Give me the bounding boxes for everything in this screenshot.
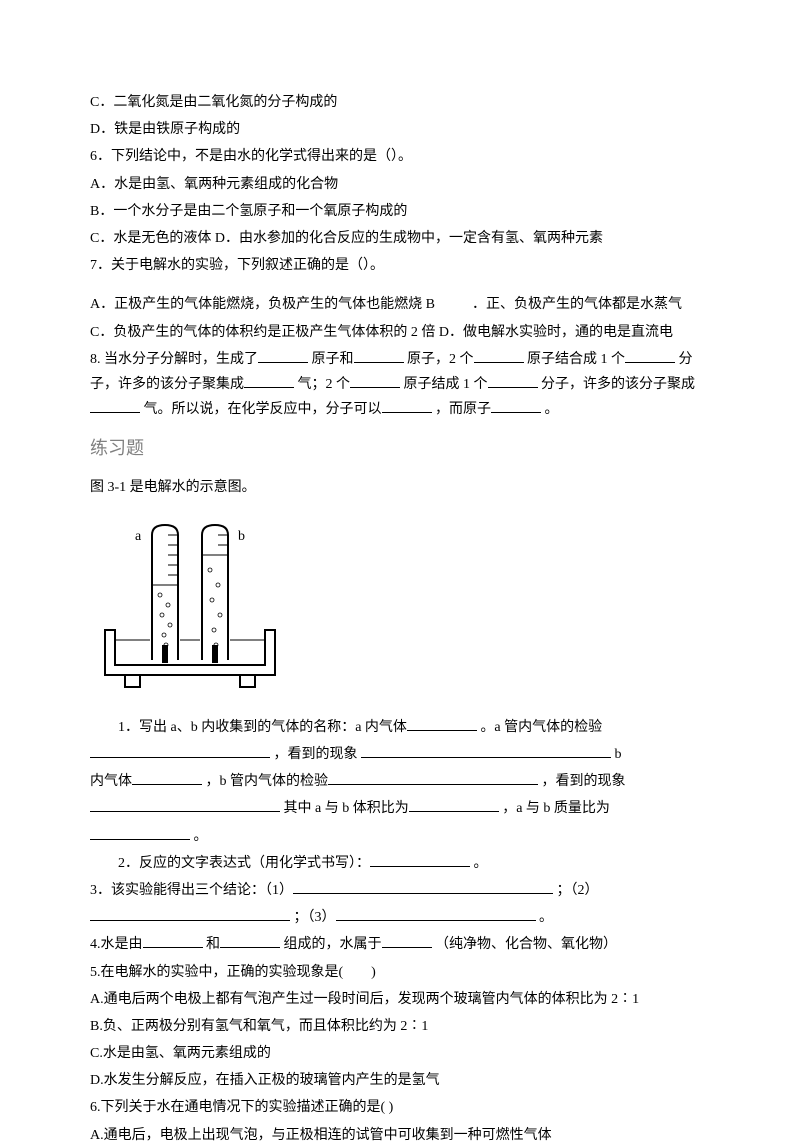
ex1-text-1: 1．写出 a、b 内收集到的气体的名称：a 内气体 xyxy=(118,720,407,735)
question-6a: A．水是由氢、氧两种元素组成的化合物 xyxy=(90,172,704,197)
q8-blank-5[interactable] xyxy=(244,374,294,388)
q8-blank-3[interactable] xyxy=(474,349,524,363)
exercise-3-cont: ；（3） 。 xyxy=(90,905,704,930)
exercise-6a: A.通电后，电极上出现气泡，与正极相连的试管中可收集到一种可燃性气体 xyxy=(90,1123,704,1148)
option-c: C．二氧化氮是由二氧化氮的分子构成的 xyxy=(90,90,704,115)
exercise-5: 5.在电解水的实验中，正确的实验现象是( ) xyxy=(90,960,704,985)
q8-text-2: 原子和 xyxy=(312,352,354,367)
ex3-text-4: 。 xyxy=(539,910,553,925)
q8-text-4: 原子结合成 1 个 xyxy=(527,352,625,367)
q8-blank-8[interactable] xyxy=(90,399,140,413)
q8-text-6: 气；2 个 xyxy=(298,377,351,392)
ex1-blank-7[interactable] xyxy=(409,798,499,812)
ex1-blank-2[interactable] xyxy=(90,744,270,758)
ex3-text-2: ；（2） xyxy=(557,883,599,898)
exercise-1-cont4: 。 xyxy=(90,824,704,849)
figure-caption: 图 3-1 是电解水的示意图。 xyxy=(90,475,704,500)
exercise-4: 4.水是由 和 组成的，水属于 （纯净物、化合物、氧化物） xyxy=(90,932,704,957)
ex1-text-3: ，看到的现象 xyxy=(274,747,358,762)
ex4-text-4: （纯净物、化合物、氧化物） xyxy=(435,937,617,952)
ex4-blank-2[interactable] xyxy=(220,934,280,948)
ex1-text-2: 。a 管内气体的检验 xyxy=(480,720,602,735)
ex4-blank-1[interactable] xyxy=(143,934,203,948)
question-6c: C．水是无色的液体 D．由水参加的化合反应的生成物中，一定含有氢、氧两种元素 xyxy=(90,226,704,251)
q7a-text-pre: A．正极产生的气体能燃烧，负极产生的气体也能燃烧 B xyxy=(90,297,435,312)
q8-blank-10[interactable] xyxy=(491,399,541,413)
ex1-blank-8[interactable] xyxy=(90,826,190,840)
ex2-blank-1[interactable] xyxy=(370,853,470,867)
ex1-blank-4[interactable] xyxy=(132,771,202,785)
q7a-text-post: ．正、负极产生的气体都是水蒸气 xyxy=(472,297,682,312)
exercise-1-cont3: 其中 a 与 b 体积比为 ，a 与 b 质量比为 xyxy=(90,796,704,821)
q8-blank-2[interactable] xyxy=(354,349,404,363)
question-8: 8. 当水分子分解时，生成了 原子和 原子，2 个 原子结合成 1 个 分子，许… xyxy=(90,347,704,423)
exercise-5c: C.水是由氢、氧两元素组成的 xyxy=(90,1041,704,1066)
ex3-text-1: 3．该实验能得出三个结论：（1） xyxy=(90,883,293,898)
exercise-5b: B.负、正两极分别有氢气和氧气，而且体积比约为 2∶1 xyxy=(90,1014,704,1039)
q8-text-8: 分子，许多的该分子聚成 xyxy=(541,377,695,392)
exercise-1: 1．写出 a、b 内收集到的气体的名称：a 内气体 。a 管内气体的检验 xyxy=(90,715,704,740)
ex1-text-7: 其中 a 与 b 体积比为 xyxy=(284,801,409,816)
ex1-text-6: ，看到的现象 xyxy=(542,774,626,789)
section-title: 练习题 xyxy=(90,432,704,464)
exercise-5d: D.水发生分解反应，在插入正极的玻璃管内产生的是氢气 xyxy=(90,1068,704,1093)
ex3-blank-2[interactable] xyxy=(90,907,290,921)
q8-text-9: 气。所以说，在化学反应中，分子可以 xyxy=(144,402,382,417)
diagram-label-b: b xyxy=(238,529,245,544)
ex1-text-4b: 内气体 xyxy=(90,774,132,789)
q8-text-1: 8. 当水分子分解时，生成了 xyxy=(90,352,258,367)
ex1-blank-6[interactable] xyxy=(90,798,280,812)
q8-text-10: ，而原子 xyxy=(435,402,491,417)
ex1-text-4a: b xyxy=(615,747,622,762)
question-7a: A．正极产生的气体能燃烧，负极产生的气体也能燃烧 B ．正、负极产生的气体都是水… xyxy=(90,292,704,317)
q8-blank-1[interactable] xyxy=(258,349,308,363)
q8-blank-6[interactable] xyxy=(350,374,400,388)
q8-blank-4[interactable] xyxy=(625,349,675,363)
ex1-text-8: ，a 与 b 质量比为 xyxy=(502,801,610,816)
question-6b: B．一个水分子是由二个氢原子和一个氧原子构成的 xyxy=(90,199,704,224)
ex2-text-1: 2．反应的文字表达式（用化学式书写）： xyxy=(118,856,370,871)
ex1-text-5: ，b 管内气体的检验 xyxy=(206,774,329,789)
diagram-label-a: a xyxy=(135,529,142,544)
q8-blank-9[interactable] xyxy=(382,399,432,413)
q8-text-3: 原子，2 个 xyxy=(407,352,474,367)
ex4-text-1: 4.水是由 xyxy=(90,937,143,952)
exercise-3: 3．该实验能得出三个结论：（1） ；（2） xyxy=(90,878,704,903)
ex3-blank-1[interactable] xyxy=(293,880,553,894)
ex1-blank-1[interactable] xyxy=(407,717,477,731)
ex2-text-2: 。 xyxy=(474,856,488,871)
question-7c: C．负极产生的气体的体积约是正极产生气体体积的 2 倍 D．做电解水实验时，通的… xyxy=(90,320,704,345)
question-6: 6．下列结论中，不是由水的化学式得出来的是（）。 xyxy=(90,144,704,169)
exercise-6: 6.下列关于水在通电情况下的实验描述正确的是( ) xyxy=(90,1095,704,1120)
ex4-text-2: 和 xyxy=(206,937,220,952)
ex3-text-3: ；（3） xyxy=(294,910,336,925)
ex1-blank-5[interactable] xyxy=(328,771,538,785)
electrolysis-diagram: a b xyxy=(90,515,704,695)
q8-text-11: 。 xyxy=(545,402,559,417)
exercise-5a: A.通电后两个电极上都有气泡产生过一段时间后，发现两个玻璃管内气体的体积比为 2… xyxy=(90,987,704,1012)
ex1-text-9: 。 xyxy=(194,829,208,844)
exercise-2: 2．反应的文字表达式（用化学式书写）： 。 xyxy=(90,851,704,876)
q8-blank-7[interactable] xyxy=(488,374,538,388)
q8-text-7: 原子结成 1 个 xyxy=(404,377,488,392)
ex3-blank-3[interactable] xyxy=(336,907,536,921)
ex4-blank-3[interactable] xyxy=(382,934,432,948)
ex4-text-3: 组成的，水属于 xyxy=(284,937,382,952)
exercise-1-cont1: ，看到的现象 b xyxy=(90,742,704,767)
option-d: D．铁是由铁原子构成的 xyxy=(90,117,704,142)
exercise-1-cont2: 内气体 ，b 管内气体的检验 ，看到的现象 xyxy=(90,769,704,794)
spacer xyxy=(90,280,704,290)
question-7: 7．关于电解水的实验，下列叙述正确的是（）。 xyxy=(90,253,704,278)
ex1-blank-3[interactable] xyxy=(361,744,611,758)
